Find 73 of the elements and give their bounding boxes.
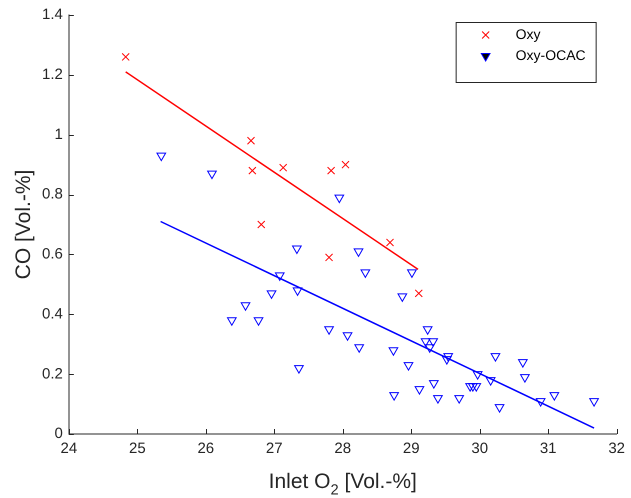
point	[486, 377, 496, 386]
point	[246, 136, 256, 145]
point	[465, 383, 475, 392]
point	[471, 383, 482, 392]
point	[292, 287, 302, 296]
point	[472, 371, 482, 380]
point	[520, 374, 530, 383]
point	[279, 164, 288, 172]
x-tick-label: 29	[402, 440, 420, 458]
point	[536, 398, 546, 407]
x-tick-label: 25	[128, 440, 146, 458]
point	[388, 347, 398, 356]
x-tick-label: 32	[608, 440, 625, 458]
point	[354, 248, 364, 257]
point	[428, 338, 438, 347]
point	[226, 317, 237, 326]
x-tick-label: 28	[334, 440, 352, 458]
y-tick-label: 0.2	[42, 365, 63, 382]
point	[429, 380, 439, 389]
x-tick-label: 26	[197, 440, 214, 458]
point	[325, 253, 334, 262]
x-tick-label: 27	[266, 440, 283, 458]
point	[443, 353, 454, 362]
point	[454, 395, 464, 404]
point	[292, 245, 302, 254]
point	[404, 362, 414, 371]
point	[494, 404, 504, 413]
point	[354, 344, 364, 353]
point	[433, 395, 443, 404]
point	[324, 326, 334, 335]
y-axis-title: CO [Vol.-%]	[12, 170, 35, 280]
point	[389, 392, 399, 401]
point	[490, 353, 500, 362]
point	[420, 338, 430, 347]
y-tick-label: 1.4	[42, 6, 63, 24]
point	[122, 52, 130, 61]
y-tick-label: 0.6	[42, 246, 63, 263]
point	[518, 359, 528, 368]
point	[442, 356, 452, 365]
point	[360, 269, 370, 278]
point	[266, 290, 276, 299]
point	[274, 272, 285, 281]
y-tick-label: 1.2	[42, 66, 63, 83]
point	[240, 302, 250, 311]
point	[414, 386, 424, 395]
point	[589, 398, 599, 407]
x-tick-label: 30	[471, 440, 488, 458]
x-tick-label: 24	[60, 440, 78, 458]
point	[386, 238, 394, 246]
point	[334, 194, 344, 204]
point	[398, 293, 408, 302]
point	[422, 326, 432, 335]
point	[156, 152, 166, 162]
point	[257, 220, 266, 229]
y-tick-label: 0.4	[42, 305, 63, 322]
point	[407, 269, 417, 278]
y-tick-label: 0.8	[42, 186, 63, 203]
y-tick-label: 0	[54, 425, 63, 442]
y-tick-label: 1	[54, 126, 63, 143]
point	[342, 332, 352, 341]
point	[254, 317, 264, 326]
point	[414, 289, 423, 298]
legend-label: Oxy	[516, 26, 541, 42]
point	[294, 365, 304, 374]
point	[468, 383, 478, 392]
point	[327, 166, 336, 175]
point	[207, 170, 217, 180]
legend-label: Oxy-OCAC	[516, 46, 586, 63]
point	[248, 166, 256, 175]
x-tick-label: 31	[540, 440, 557, 458]
point	[424, 344, 435, 353]
point	[341, 160, 350, 169]
point	[550, 392, 560, 401]
